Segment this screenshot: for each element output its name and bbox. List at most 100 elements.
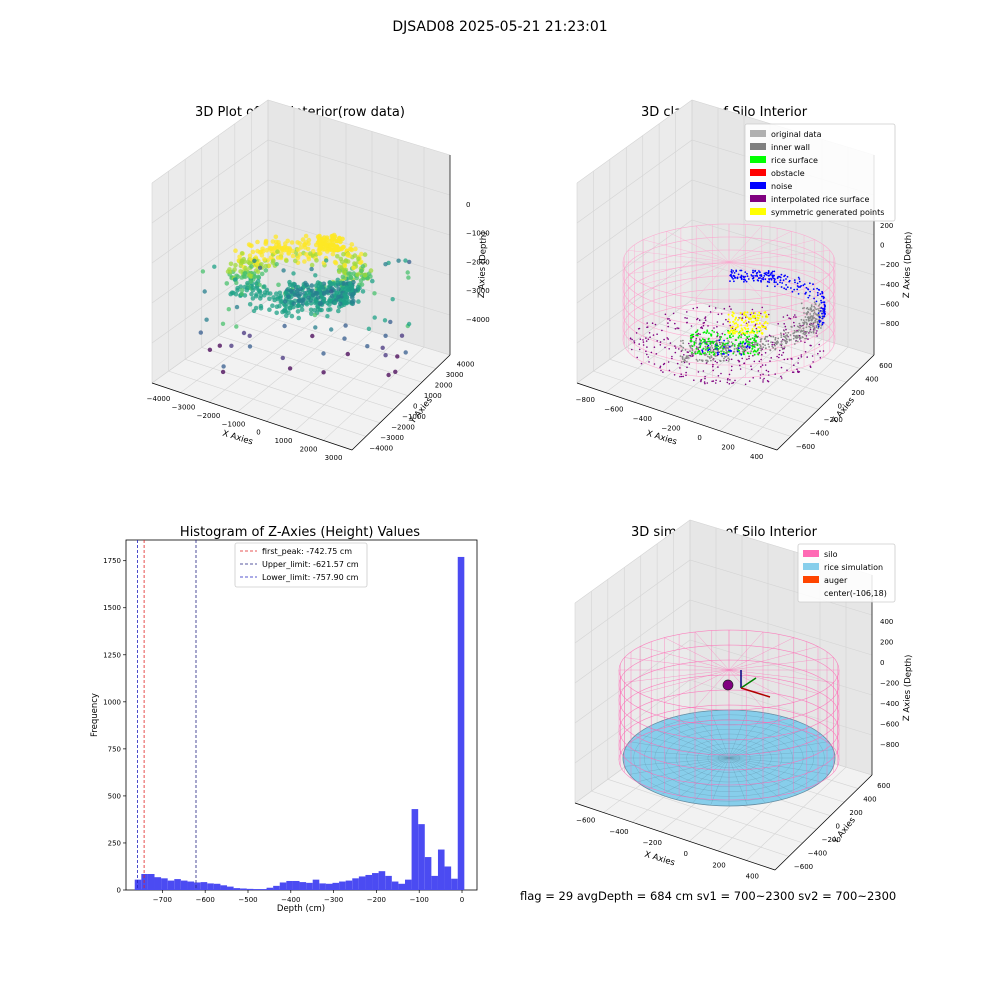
raw-surface-point [355, 272, 360, 277]
interpolated-surface-point [723, 307, 726, 310]
symmetric-generated-point [737, 332, 740, 335]
symmetric-generated-point [739, 312, 742, 314]
noise-point [733, 280, 735, 283]
interpolated-surface-point [678, 348, 680, 350]
interpolated-surface-point [790, 357, 792, 360]
wall-gridline [151, 139, 451, 224]
interpolated-surface-point [780, 377, 783, 379]
noise-point [739, 276, 742, 279]
inner-wall-point [680, 340, 682, 342]
noise-point [716, 351, 719, 354]
rice-surface-point [708, 332, 710, 334]
symmetric-generated-point [741, 332, 743, 335]
histogram-legend-frame [234, 542, 368, 588]
noise-point [739, 269, 742, 272]
interpolated-surface-point [810, 344, 812, 347]
raw-surface-point [267, 307, 272, 313]
rice-surface-point [706, 347, 709, 350]
symmetric-generated-point [758, 326, 761, 329]
histogram-x-axis-label: Depth (cm) [277, 904, 325, 914]
raw-outlier-point [366, 326, 372, 331]
classify-silo-spoke [643, 261, 730, 285]
symmetric-generated-point [735, 316, 738, 319]
histogram-bar [207, 883, 214, 890]
inner-wall-point [813, 327, 815, 330]
classify-z-tick-label: 200 [880, 222, 893, 230]
inner-wall-point [813, 305, 815, 308]
raw-surface-point [346, 287, 351, 293]
raw-outlier-point [200, 269, 206, 274]
rice-surface-mesh-spoke [637, 733, 730, 759]
interpolated-surface-point [738, 360, 741, 363]
rice-surface-point [712, 342, 715, 345]
raw-x-tick-label: 3000 [325, 454, 343, 462]
noise-point [821, 292, 824, 295]
rice-surface-point [723, 351, 725, 353]
rice-surface-point [753, 349, 756, 352]
raw-outlier-point [254, 281, 259, 286]
inner-wall-point [793, 330, 796, 332]
interpolated-surface-point [762, 373, 764, 376]
inner-wall-point [735, 347, 738, 350]
raw-outlier-point [198, 330, 203, 335]
raw-surface-point [327, 280, 333, 285]
inner-wall-point [759, 340, 762, 343]
raw-outlier-point [406, 321, 412, 327]
noise-point [796, 282, 799, 285]
symmetric-generated-point [748, 331, 751, 334]
raw-surface-point [263, 238, 269, 244]
rice-surface-point [706, 330, 709, 333]
interpolated-surface-point [642, 341, 645, 343]
noise-point [774, 285, 776, 288]
interpolated-surface-point [667, 322, 669, 324]
inner-wall-point [814, 321, 816, 324]
wall-gridline [576, 259, 875, 344]
interpolated-surface-point [786, 369, 788, 372]
histogram-legend: first_peak: -742.75 cm Upper_limit: -621.… [234, 542, 368, 588]
rice-surface-point [727, 329, 729, 332]
raw-surface-point [295, 303, 300, 309]
interpolated-surface-point [664, 346, 666, 349]
raw-x-axis-label: X Axies [221, 429, 254, 448]
raw-surface-point [245, 280, 250, 286]
status-footer: flag = 29 avgDepth = 684 cm sv1 = 700~23… [520, 889, 897, 903]
interpolated-surface-point [819, 357, 822, 359]
inner-wall-point [770, 341, 772, 344]
noise-point [803, 283, 806, 285]
inner-wall-point [765, 335, 767, 338]
inner-wall-point [807, 316, 810, 318]
noise-point [752, 277, 755, 280]
symmetric-generated-point [758, 314, 761, 317]
inner-wall-point [774, 348, 777, 351]
inner-wall-point [760, 349, 763, 352]
interpolated-surface-point [671, 355, 673, 358]
interpolated-surface-point [648, 361, 650, 363]
interpolated-surface-point [638, 348, 641, 351]
noise-point [780, 273, 783, 276]
noise-point [730, 269, 733, 271]
inner-wall-point [807, 308, 810, 311]
inner-wall-point [774, 337, 777, 339]
interpolated-surface-point [800, 354, 803, 356]
inner-wall-point [820, 327, 822, 329]
rice-surface-point [723, 343, 726, 346]
rice-surface-mesh-spoke [728, 757, 783, 800]
raw-outlier-point [202, 289, 207, 294]
inner-wall-point [815, 326, 818, 329]
histogram-bar [424, 857, 432, 890]
noise-point [701, 350, 704, 353]
interpolated-surface-point [714, 382, 717, 384]
inner-wall-point [812, 321, 815, 324]
interpolated-surface-point [699, 333, 701, 336]
interpolated-surface-point [692, 307, 695, 310]
interpolated-surface-point [703, 321, 706, 324]
inner-wall-point [813, 309, 815, 312]
noise-point [816, 287, 818, 290]
classify-legend-swatch [750, 208, 766, 215]
inner-wall-point [786, 334, 788, 336]
inner-wall-point [805, 312, 808, 314]
floor-gridline [593, 370, 791, 437]
inner-wall-point [796, 325, 799, 328]
inner-wall-point [784, 336, 786, 338]
raw-surface-point [338, 301, 343, 307]
